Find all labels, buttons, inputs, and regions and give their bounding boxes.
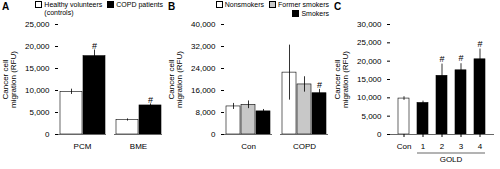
svg-text:10,000: 10,000	[357, 93, 382, 102]
html-text:A: A	[2, 1, 10, 12]
svg-text:Con: Con	[397, 142, 412, 151]
svg-text:#: #	[458, 53, 463, 63]
svg-text:24,000: 24,000	[191, 64, 216, 73]
svg-text:#: #	[317, 80, 322, 90]
svg-text:#: #	[148, 95, 153, 105]
svg-text:5,000: 5,000	[29, 108, 50, 117]
svg-text:0: 0	[377, 130, 382, 139]
svg-text:16,000: 16,000	[191, 86, 216, 95]
svg-text:0: 0	[211, 130, 216, 139]
svg-text:25,000: 25,000	[357, 38, 382, 47]
svg-text:8,000: 8,000	[195, 108, 216, 117]
svg-text:2: 2	[440, 142, 445, 151]
svg-text:GOLD: GOLD	[440, 155, 463, 164]
svg-text:40,000: 40,000	[191, 20, 216, 29]
svg-text:25,000: 25,000	[25, 20, 50, 29]
svg-text:Cancer cellmigration (RFU): Cancer cellmigration (RFU)	[167, 51, 184, 108]
svg-text:15,000: 15,000	[25, 64, 50, 73]
svg-text:BME: BME	[130, 142, 147, 151]
svg-text:Con: Con	[241, 142, 256, 151]
svg-text:30,000: 30,000	[357, 20, 382, 29]
html-text:COPD patients: COPD patients	[116, 1, 163, 8]
svg-text:5,000: 5,000	[361, 112, 382, 121]
svg-text:10,000: 10,000	[25, 86, 50, 95]
svg-text:#: #	[92, 41, 97, 51]
svg-text:0: 0	[45, 130, 50, 139]
svg-text:32,000: 32,000	[191, 42, 216, 51]
html-text:Former smokers: Former smokers	[278, 1, 329, 8]
svg-text:15,000: 15,000	[357, 75, 382, 84]
svg-text:20,000: 20,000	[357, 57, 382, 66]
svg-text:3: 3	[459, 142, 464, 151]
svg-text:#: #	[439, 54, 444, 64]
svg-text:1: 1	[421, 142, 426, 151]
html-text:Smokers: Smokers	[301, 10, 329, 17]
svg-text:#: #	[477, 39, 482, 49]
svg-text:Cancer cellmigration (RFU): Cancer cellmigration (RFU)	[333, 51, 350, 108]
html-text:Healthy volunteers (controls): Healthy volunteers (controls)	[44, 1, 103, 16]
svg-text:Cancer cellmigration (RFU): Cancer cellmigration (RFU)	[1, 51, 18, 108]
html-text:C: C	[334, 1, 342, 12]
svg-text:COPD: COPD	[293, 142, 316, 151]
html-text:Nonsmokers: Nonsmokers	[224, 1, 264, 8]
html-text:B: B	[168, 1, 176, 12]
svg-text:4: 4	[478, 142, 483, 151]
svg-text:PCM: PCM	[74, 142, 92, 151]
svg-text:20,000: 20,000	[25, 42, 50, 51]
